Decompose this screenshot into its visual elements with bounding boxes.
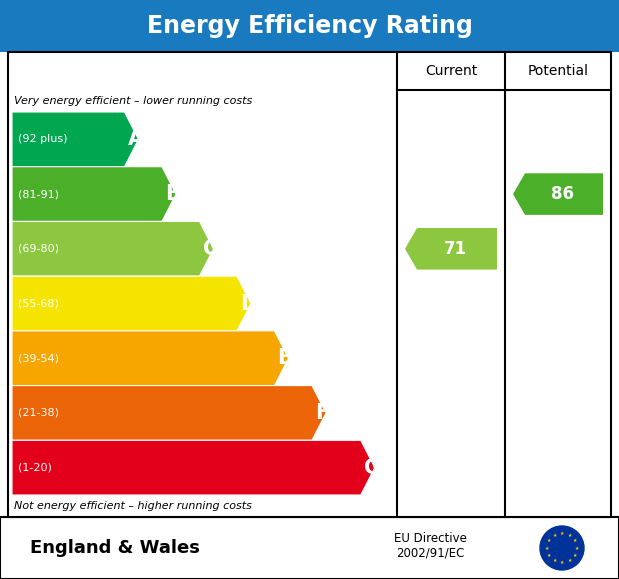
Text: Very energy efficient – lower running costs: Very energy efficient – lower running co…: [14, 96, 253, 106]
Text: ★: ★: [547, 553, 552, 558]
Text: ★: ★: [552, 533, 556, 537]
Text: G: G: [364, 457, 381, 478]
Text: C: C: [202, 239, 218, 259]
Text: ★: ★: [567, 559, 572, 563]
Text: (1-20): (1-20): [18, 463, 52, 472]
Circle shape: [540, 526, 584, 570]
Text: Energy Efficiency Rating: Energy Efficiency Rating: [147, 14, 472, 38]
Polygon shape: [12, 331, 288, 386]
Text: B: B: [165, 184, 181, 204]
Text: (92 plus): (92 plus): [18, 134, 67, 144]
Text: Not energy efficient – higher running costs: Not energy efficient – higher running co…: [14, 501, 252, 511]
Text: A: A: [128, 129, 144, 149]
Text: 71: 71: [443, 240, 467, 258]
Text: (39-54): (39-54): [18, 353, 59, 363]
Text: ★: ★: [573, 553, 577, 558]
Text: D: D: [240, 294, 258, 313]
Polygon shape: [12, 167, 176, 221]
Text: England & Wales: England & Wales: [30, 539, 200, 557]
Text: (81-91): (81-91): [18, 189, 59, 199]
Text: ★: ★: [575, 545, 579, 551]
Text: (55-68): (55-68): [18, 299, 59, 309]
Polygon shape: [12, 440, 374, 495]
Text: Potential: Potential: [527, 64, 589, 78]
Text: (21-38): (21-38): [18, 408, 59, 418]
Text: ★: ★: [545, 545, 549, 551]
Polygon shape: [12, 112, 139, 167]
Polygon shape: [513, 173, 603, 215]
Text: ★: ★: [547, 538, 552, 543]
Text: EU Directive
2002/91/EC: EU Directive 2002/91/EC: [394, 532, 467, 560]
Polygon shape: [12, 276, 251, 331]
Bar: [0, 0, 619, 52]
Text: F: F: [315, 403, 329, 423]
Bar: [8, 52, 611, 517]
Polygon shape: [405, 228, 497, 270]
Text: ★: ★: [560, 530, 564, 536]
Text: 86: 86: [550, 185, 573, 203]
Text: Current: Current: [425, 64, 477, 78]
Text: E: E: [277, 348, 292, 368]
Text: ★: ★: [560, 560, 564, 566]
Text: (69-80): (69-80): [18, 244, 59, 254]
Bar: [0, 517, 619, 579]
Text: ★: ★: [567, 533, 572, 537]
Text: ★: ★: [573, 538, 577, 543]
Text: ★: ★: [552, 559, 556, 563]
Polygon shape: [12, 386, 326, 440]
Polygon shape: [12, 221, 214, 276]
